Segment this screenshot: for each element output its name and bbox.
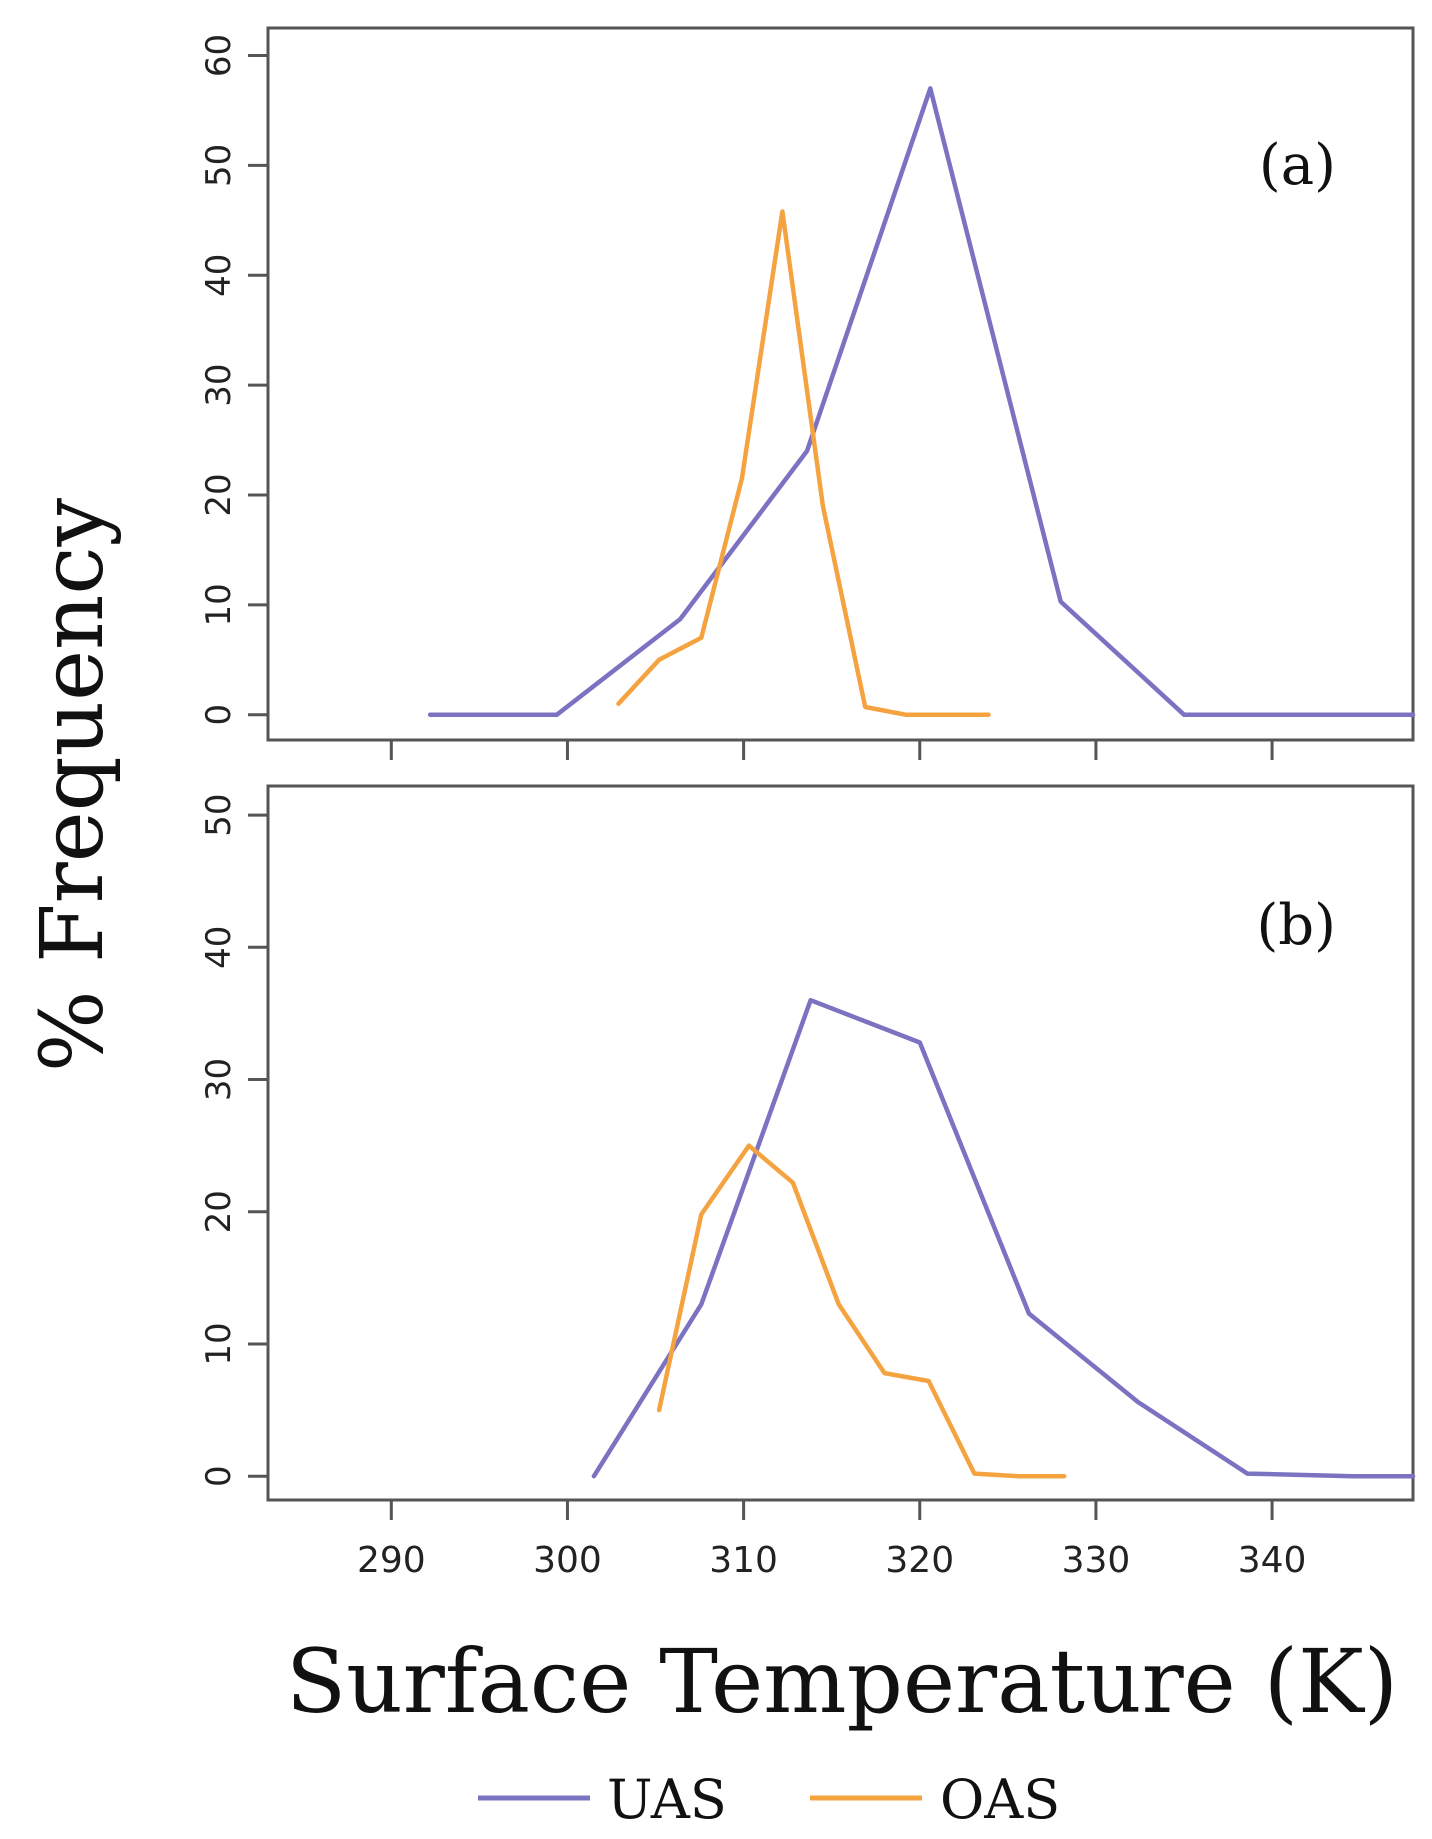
series-line-oas-b — [656, 1143, 1067, 1479]
y-axis-a: 0 10 20 30 40 50 60 — [199, 34, 268, 726]
legend: UAS OAS — [478, 1768, 1060, 1831]
y-tick-label-b-3: 30 — [199, 1058, 239, 1101]
x-tick-label-4: 330 — [1062, 1540, 1131, 1581]
y-tick-label-b-2: 20 — [199, 1190, 239, 1233]
plot-frame-b — [266, 784, 1415, 1502]
legend-item-oas: OAS — [810, 1768, 1060, 1831]
y-tick-label-b-4: 40 — [199, 926, 239, 969]
legend-item-uas: UAS — [478, 1768, 727, 1831]
panel-b: 0 10 20 30 40 50 (b) — [199, 784, 1416, 1502]
y-tick-label-b-0: 0 — [199, 1465, 239, 1487]
y-tick-label-a-3: 30 — [199, 363, 239, 406]
plot-frame-a — [266, 26, 1415, 742]
panel-tag-a: (a) — [1259, 133, 1336, 198]
y-axis-title: % Frequency — [23, 497, 123, 1072]
y-tick-label-b-5: 50 — [199, 793, 239, 836]
series-group-a — [427, 86, 1416, 717]
series-line-uas-b — [591, 997, 1416, 1479]
y-tick-label-a-2: 20 — [199, 473, 239, 516]
legend-label-oas: OAS — [940, 1768, 1060, 1831]
panel-tag-b: (b) — [1256, 893, 1336, 958]
x-axis-ticks-a — [389, 740, 1274, 760]
y-tick-label-a-5: 50 — [199, 144, 239, 187]
series-line-uas-a — [427, 86, 1416, 717]
legend-label-uas: UAS — [607, 1768, 727, 1831]
x-tick-label-5: 340 — [1238, 1540, 1307, 1581]
x-tick-label-3: 320 — [885, 1540, 954, 1581]
y-tick-label-a-1: 10 — [199, 583, 239, 626]
y-tick-label-b-1: 10 — [199, 1322, 239, 1365]
y-axis-b: 0 10 20 30 40 50 — [199, 793, 268, 1487]
x-tick-label-2: 310 — [709, 1540, 778, 1581]
x-tick-label-1: 300 — [533, 1540, 602, 1581]
x-axis-title: Surface Temperature (K) — [286, 1630, 1398, 1733]
panel-a: 0 10 20 30 40 50 60 (a) — [199, 26, 1416, 742]
series-line-oas-a — [616, 209, 991, 717]
x-axis: 290 300 310 320 330 340 — [357, 1500, 1306, 1581]
x-tick-label-0: 290 — [357, 1540, 426, 1581]
y-tick-label-a-4: 40 — [199, 254, 239, 297]
y-tick-label-a-0: 0 — [199, 704, 239, 726]
y-tick-label-a-6: 60 — [199, 34, 239, 77]
series-group-b — [591, 997, 1416, 1479]
